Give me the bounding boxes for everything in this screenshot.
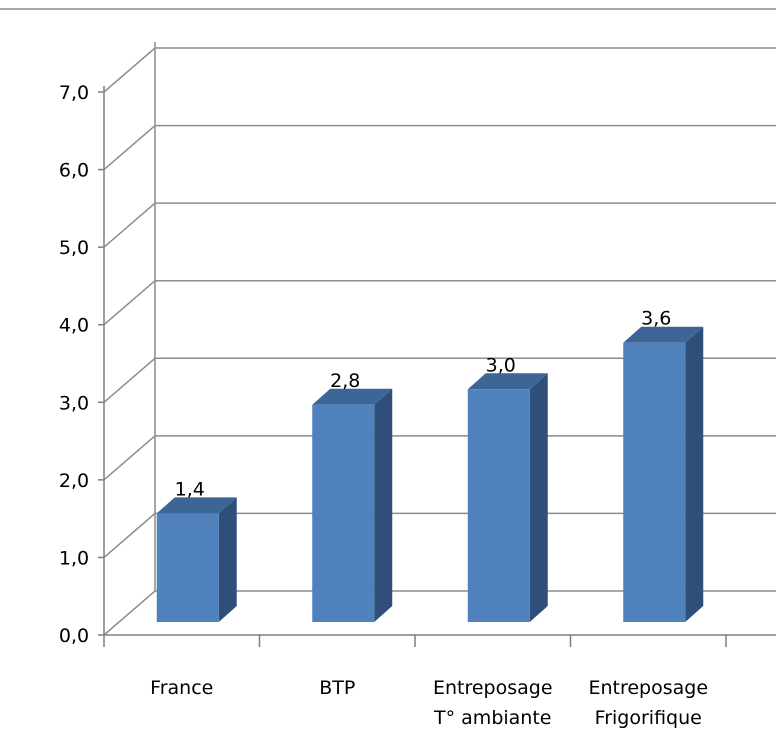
bar-front-face bbox=[156, 513, 219, 622]
bar-top-face bbox=[467, 373, 548, 390]
y-tick-label: 1,0 bbox=[59, 547, 89, 569]
y-tick-label: 6,0 bbox=[59, 160, 89, 182]
bar-top-face bbox=[156, 497, 237, 514]
bar bbox=[467, 373, 548, 622]
bar-front-face bbox=[312, 404, 375, 622]
category-label-line: T° ambiante bbox=[433, 707, 551, 729]
category-label: Entreposage Frigorifique bbox=[588, 677, 708, 729]
category-label-line: Frigorifique bbox=[595, 707, 702, 729]
bar-side-face bbox=[218, 497, 237, 622]
bar bbox=[312, 388, 393, 622]
category-label-line: Entreposage bbox=[588, 677, 708, 699]
category-label: France bbox=[150, 677, 213, 699]
y-tick-label: 7,0 bbox=[59, 82, 89, 104]
bar-side-face bbox=[529, 373, 548, 622]
y-tick-label: 4,0 bbox=[59, 315, 89, 337]
bar-top-face bbox=[312, 388, 393, 405]
bar-front-face bbox=[623, 342, 686, 622]
category-labels: France BTP Entreposage T° ambianteEntreposa… bbox=[150, 677, 708, 729]
bar bbox=[156, 497, 237, 622]
gridline bbox=[103, 124, 776, 171]
y-tick-label: 3,0 bbox=[59, 392, 89, 414]
bar bbox=[623, 326, 704, 622]
data-label: 3,6 bbox=[641, 308, 671, 330]
category-label-line: BTP bbox=[319, 677, 355, 699]
axes bbox=[98, 42, 776, 647]
y-axis-tick-labels: 0,0 1,0 2,0 3,0 4,0 5,0 6,0 7,0 bbox=[59, 82, 89, 647]
data-label: 3,0 bbox=[486, 354, 516, 376]
bar-side-face bbox=[374, 388, 393, 622]
data-label: 2,8 bbox=[330, 370, 360, 392]
bars bbox=[156, 326, 704, 622]
gridline bbox=[103, 202, 776, 248]
category-label-line: Entreposage bbox=[433, 677, 553, 699]
bar-front-face bbox=[467, 389, 530, 622]
y-tick-label: 5,0 bbox=[59, 237, 89, 259]
category-label: BTP bbox=[319, 677, 355, 699]
gridline bbox=[103, 279, 776, 326]
y-tick-label: 2,0 bbox=[59, 470, 89, 492]
y-tick-label: 0,0 bbox=[59, 625, 89, 647]
bar-side-face bbox=[685, 326, 704, 622]
gridline bbox=[103, 47, 776, 93]
category-label: Entreposage T° ambiante bbox=[433, 677, 553, 729]
data-label: 1,4 bbox=[175, 478, 205, 500]
data-labels: 1,4 2,8 3,0 3,6 bbox=[175, 308, 672, 501]
category-label-line: France bbox=[150, 677, 213, 699]
bar-top-face bbox=[623, 326, 704, 343]
